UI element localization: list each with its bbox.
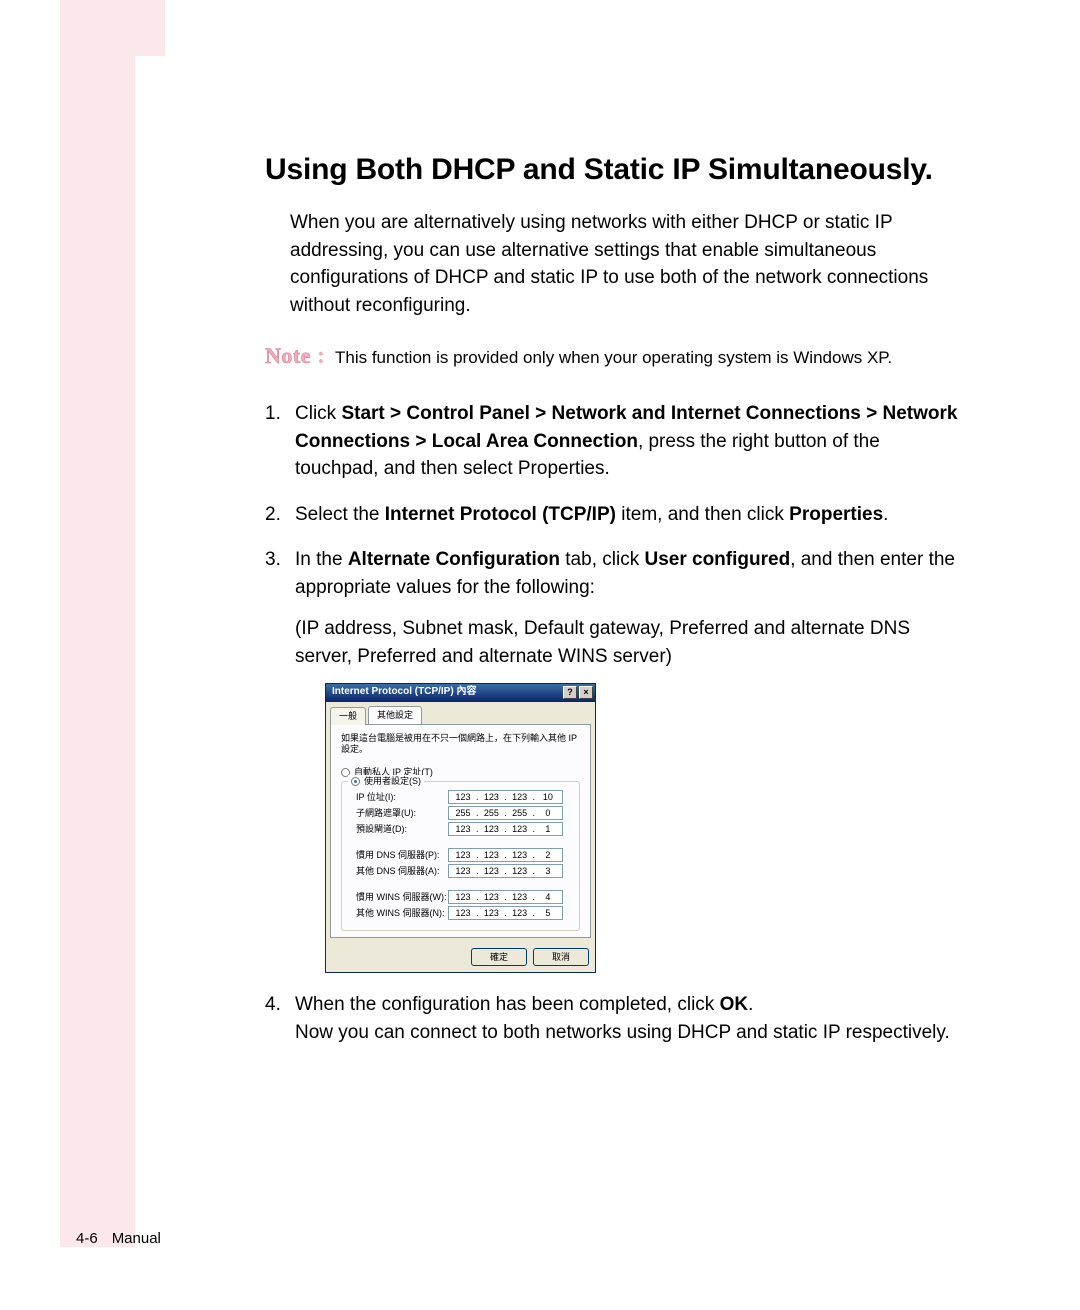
- page-title: Using Both DHCP and Static IP Simultaneo…: [265, 153, 965, 187]
- alternate-wins-input[interactable]: 123. 123. 123. 5: [448, 906, 563, 920]
- ip-address-input[interactable]: 123. 123. 123. 10: [448, 790, 563, 804]
- field-default-gateway: 預設閘道(D): 123. 123. 123. 1: [350, 822, 571, 836]
- dialog-titlebar: Internet Protocol (TCP/IP) 內容 ? ×: [326, 684, 595, 702]
- footer-label: Manual: [112, 1230, 161, 1247]
- chapter-sidebar: [60, 0, 135, 1247]
- tab-general[interactable]: 一般: [330, 707, 366, 725]
- radio-user-configured[interactable]: 使用者設定(S): [348, 775, 424, 788]
- field-preferred-dns: 慣用 DNS 伺服器(P): 123. 123. 123. 2: [350, 848, 571, 862]
- page-footer: 4-6 Manual: [76, 1230, 161, 1247]
- help-button[interactable]: ?: [563, 686, 577, 699]
- cancel-button[interactable]: 取消: [533, 948, 589, 966]
- page-number: 4-6: [76, 1230, 98, 1247]
- step-4-sub: Now you can connect to both networks usi…: [295, 1019, 965, 1047]
- dialog-tabs: 一般 其他設定: [326, 702, 595, 724]
- step-3: In the Alternate Configuration tab, clic…: [265, 546, 965, 973]
- default-gateway-input[interactable]: 123. 123. 123. 1: [448, 822, 563, 836]
- field-subnet-mask: 子網路遮罩(U): 255. 255. 255. 0: [350, 806, 571, 820]
- field-alternate-wins: 其他 WINS 伺服器(N): 123. 123. 123. 5: [350, 906, 571, 920]
- note-colon: :: [317, 343, 325, 370]
- note-label: Note: [265, 343, 311, 369]
- dialog-buttons: 確定 取消: [326, 942, 595, 972]
- field-ip-address: IP 位址(I): 123. 123. 123. 10: [350, 790, 571, 804]
- tab-alternate[interactable]: 其他設定: [368, 706, 422, 724]
- page-content: Using Both DHCP and Static IP Simultaneo…: [265, 153, 965, 1064]
- step-4: When the configuration has been complete…: [265, 991, 965, 1046]
- chapter-tab: [60, 0, 165, 56]
- dialog-title: Internet Protocol (TCP/IP) 內容: [332, 685, 563, 700]
- preferred-wins-input[interactable]: 123. 123. 123. 4: [448, 890, 563, 904]
- alternate-dns-input[interactable]: 123. 123. 123. 3: [448, 864, 563, 878]
- intro-paragraph: When you are alternatively using network…: [290, 209, 965, 319]
- field-preferred-wins: 慣用 WINS 伺服器(W): 123. 123. 123. 4: [350, 890, 571, 904]
- radio-checked-icon: [351, 777, 360, 786]
- ok-button[interactable]: 確定: [471, 948, 527, 966]
- step-1: Click Start > Control Panel > Network an…: [265, 400, 965, 483]
- preferred-dns-input[interactable]: 123. 123. 123. 2: [448, 848, 563, 862]
- subnet-mask-input[interactable]: 255. 255. 255. 0: [448, 806, 563, 820]
- close-button[interactable]: ×: [579, 686, 593, 699]
- step-2: Select the Internet Protocol (TCP/IP) it…: [265, 501, 965, 529]
- user-configured-fieldset: 使用者設定(S) IP 位址(I): 123. 123. 123. 10: [341, 781, 580, 931]
- note-text: This function is provided only when your…: [335, 346, 892, 370]
- steps-list: Click Start > Control Panel > Network an…: [265, 400, 965, 1046]
- tcpip-properties-dialog: Internet Protocol (TCP/IP) 內容 ? × 一般 其他設…: [325, 683, 596, 973]
- dialog-panel: 如果這台電腦是被用在不只一個網路上，在下列輸入其他 IP 設定。 自動私人 IP…: [330, 724, 591, 938]
- dialog-description: 如果這台電腦是被用在不只一個網路上，在下列輸入其他 IP 設定。: [341, 733, 580, 756]
- step-3-sub: (IP address, Subnet mask, Default gatewa…: [295, 615, 965, 670]
- field-alternate-dns: 其他 DNS 伺服器(A): 123. 123. 123. 3: [350, 864, 571, 878]
- note-block: Note : This function is provided only wh…: [265, 343, 965, 370]
